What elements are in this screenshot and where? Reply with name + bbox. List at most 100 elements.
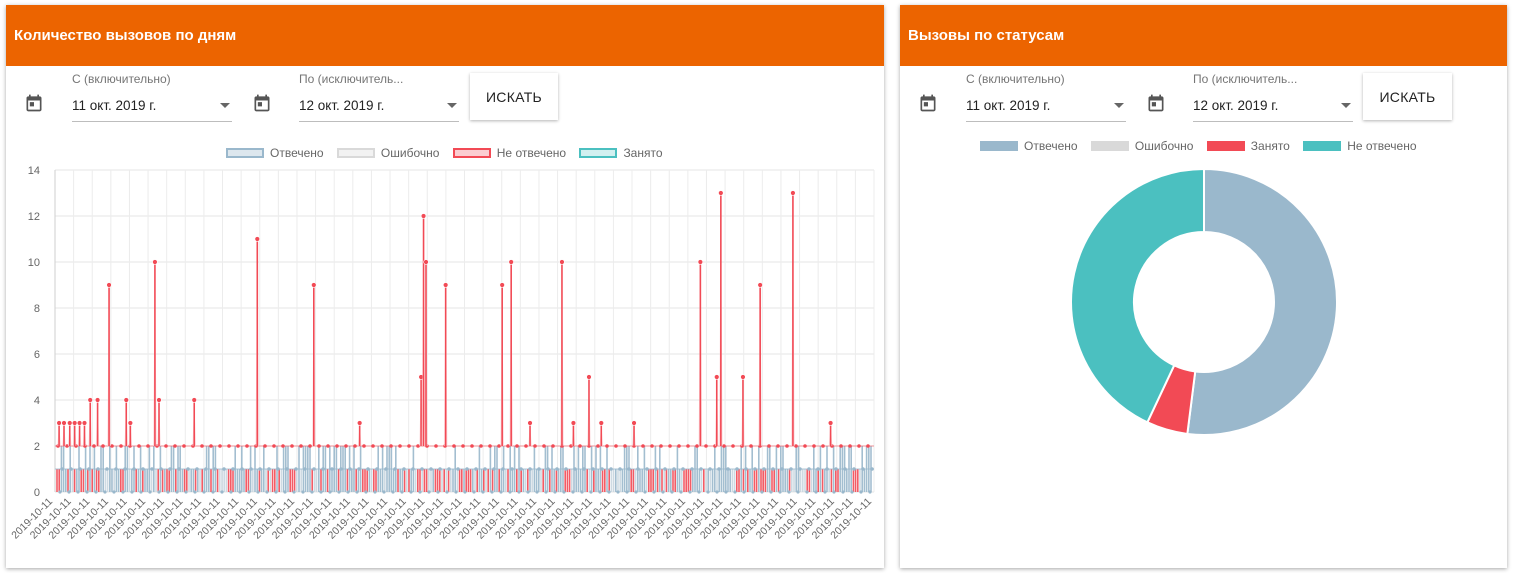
legend-item-unanswered[interactable]: Не отвечено — [1303, 139, 1420, 153]
data-point — [463, 490, 467, 494]
legend-item-error[interactable]: Ошибочно — [336, 146, 444, 160]
data-point — [524, 444, 528, 448]
data-point — [789, 467, 793, 471]
data-point — [535, 490, 539, 494]
data-point — [157, 490, 161, 494]
pie-chart-legend: Отвечено Ошибочно Занято Не отвечено — [980, 139, 1427, 154]
data-point — [148, 490, 152, 494]
legend-item-busy[interactable]: Занято — [1206, 139, 1294, 153]
data-point — [591, 467, 595, 471]
data-point — [310, 490, 314, 494]
data-point — [319, 490, 323, 494]
data-point — [497, 444, 501, 448]
chevron-down-icon[interactable] — [447, 103, 457, 108]
data-point — [429, 467, 433, 471]
legend-item-busy[interactable]: Занято — [579, 146, 666, 160]
data-point — [634, 490, 638, 494]
legend-swatch — [579, 148, 618, 158]
legend-item-answered[interactable]: Отвечено — [226, 146, 328, 160]
calls-by-status-filters: С (включительно) 11 окт. 2019 г. По (иск… — [900, 66, 1507, 136]
calendar-icon[interactable] — [918, 93, 938, 113]
legend-item-unanswered[interactable]: Не отвечено — [452, 146, 570, 160]
calendar-icon[interactable] — [1146, 93, 1166, 113]
data-point — [571, 490, 575, 494]
data-point — [681, 467, 685, 471]
data-point — [227, 444, 231, 448]
data-point — [537, 467, 541, 471]
data-point — [168, 467, 172, 471]
data-point — [654, 467, 658, 471]
spike-point — [123, 397, 129, 403]
spike-point — [71, 420, 78, 426]
spike-point — [442, 282, 449, 288]
data-point — [796, 490, 800, 494]
data-point — [292, 490, 296, 494]
data-point — [708, 467, 712, 471]
spike-point — [631, 420, 637, 426]
data-point — [483, 467, 487, 471]
data-point — [812, 444, 816, 448]
spike-point — [94, 397, 101, 403]
legend-swatch — [1090, 141, 1129, 151]
data-point — [159, 467, 163, 471]
from-date-select[interactable]: С (включительно) 11 окт. 2019 г. — [72, 72, 232, 124]
data-point — [814, 490, 818, 494]
data-point — [321, 467, 325, 471]
to-date-label: По (исключитель... — [1193, 72, 1298, 86]
data-point — [294, 467, 298, 471]
data-point — [339, 467, 343, 471]
data-point — [760, 490, 764, 494]
data-point — [834, 467, 838, 471]
spike-point — [718, 190, 724, 196]
data-point — [767, 444, 771, 448]
data-point — [373, 490, 377, 494]
data-point — [301, 490, 305, 494]
from-date-select[interactable]: С (включительно) 11 окт. 2019 г. — [966, 72, 1126, 124]
data-point — [742, 490, 746, 494]
data-point — [564, 467, 568, 471]
search-button[interactable]: ИСКАТЬ — [470, 73, 558, 120]
from-date-value: 11 окт. 2019 г. — [72, 98, 157, 113]
chevron-down-icon[interactable] — [220, 103, 230, 108]
data-point — [130, 490, 134, 494]
data-point — [616, 490, 620, 494]
data-point — [805, 490, 809, 494]
data-point — [589, 490, 593, 494]
y-tick-label: 8 — [34, 303, 40, 315]
data-point — [749, 444, 753, 448]
to-date-select[interactable]: По (исключитель... 12 окт. 2019 г. — [299, 72, 459, 124]
to-date-select[interactable]: По (исключитель... 12 окт. 2019 г. — [1193, 72, 1353, 124]
y-tick-label: 2 — [34, 441, 40, 453]
data-point — [553, 490, 557, 494]
data-point — [717, 467, 721, 471]
data-point — [490, 490, 494, 494]
data-point — [193, 490, 197, 494]
spike-point — [559, 259, 565, 265]
data-point — [330, 467, 334, 471]
legend-label: Не отвечено — [496, 146, 567, 160]
field-underline — [72, 121, 232, 122]
search-button[interactable]: ИСКАТЬ — [1363, 73, 1452, 120]
data-point — [123, 467, 127, 471]
calendar-icon[interactable] — [24, 93, 44, 113]
calendar-icon[interactable] — [252, 93, 272, 113]
data-point — [517, 490, 521, 494]
calls-by-day-title: Количество вызовов по дням — [6, 5, 884, 66]
spike-point — [56, 420, 62, 426]
chevron-down-icon[interactable] — [1114, 103, 1124, 108]
data-point — [101, 444, 105, 448]
spike-point — [697, 259, 704, 265]
data-point — [177, 467, 181, 471]
legend-item-answered[interactable]: Отвечено — [980, 139, 1082, 153]
data-point — [132, 467, 136, 471]
data-point — [605, 444, 609, 448]
field-underline — [966, 121, 1126, 122]
chevron-down-icon[interactable] — [1341, 103, 1351, 108]
data-point — [344, 444, 348, 448]
data-point — [186, 467, 190, 471]
data-point — [67, 490, 71, 494]
data-point — [265, 490, 269, 494]
data-point — [76, 490, 80, 494]
data-point — [533, 444, 537, 448]
legend-item-error[interactable]: Ошибочно — [1090, 139, 1198, 153]
